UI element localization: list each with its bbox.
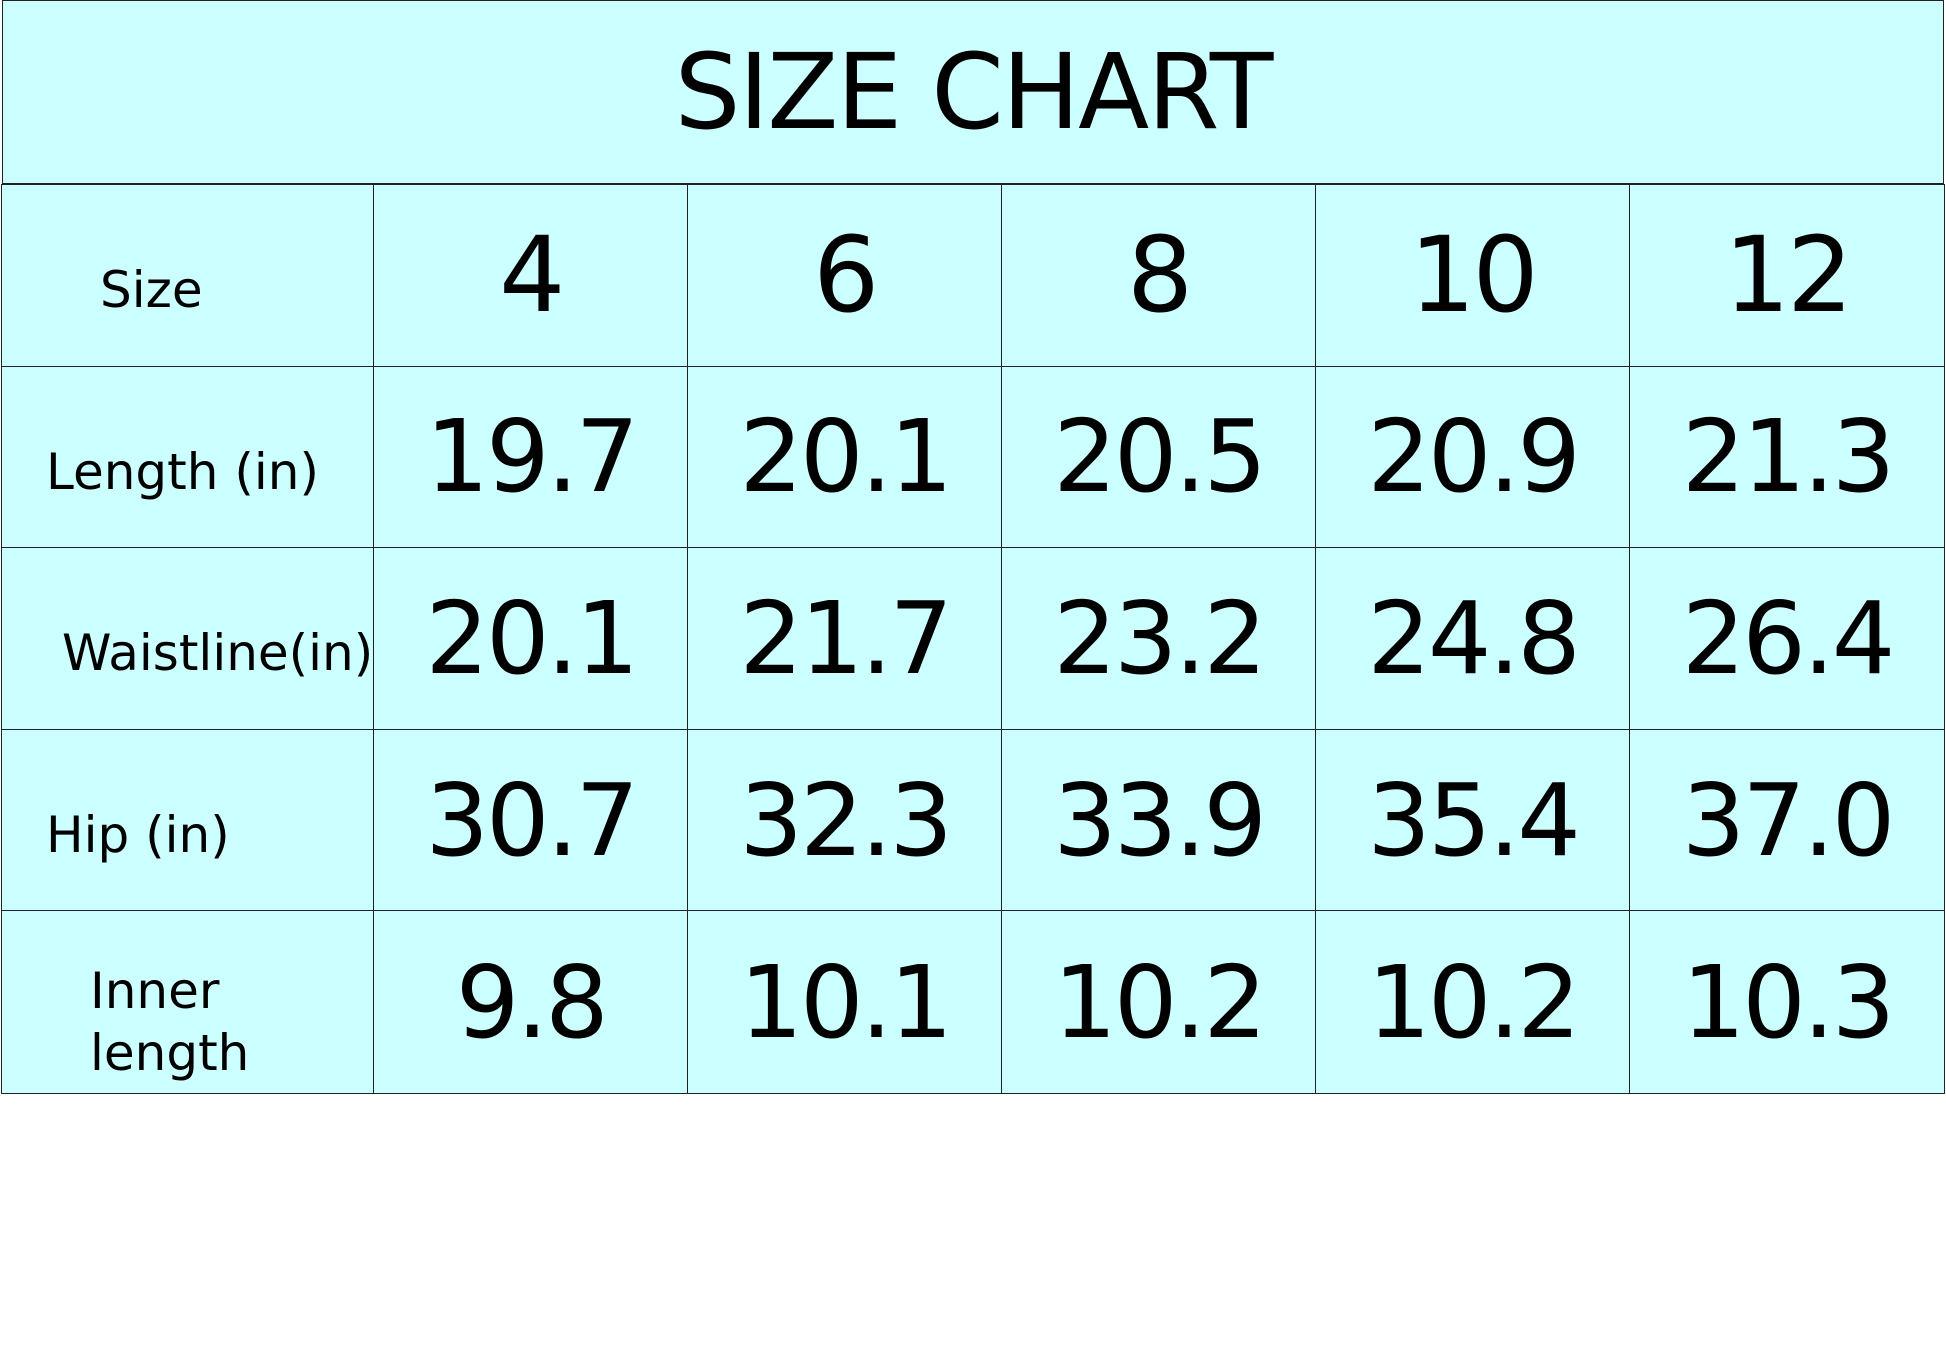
row-label: Length (in) [2,366,375,549]
table-cell-text: 23.2 [1053,579,1267,697]
size-header: 8 [1002,185,1317,367]
table-cell-text: 21.7 [739,579,953,697]
table-cell: 24.8 [1316,548,1631,730]
row-label: Waistline(in) [2,548,375,730]
table-cell-text: 30.7 [425,761,639,879]
table-cell: 19.7 [374,366,689,549]
table-cell: 21.7 [688,548,1003,730]
row-label-text: Hip (in) [46,805,230,864]
size-header: 4 [374,185,689,367]
size-header: 12 [1630,185,1944,367]
table-cell-text: 19.7 [425,398,639,516]
row-label-text: Waistline(in) [62,624,374,683]
table-cell: 23.2 [1002,548,1317,730]
table-cell: 20.1 [374,548,689,730]
table-cell: 10.1 [688,911,1003,1093]
row-label: Hip (in) [2,729,375,912]
table-cell-text: 37.0 [1681,761,1896,879]
table-cell: 10.3 [1630,911,1944,1093]
table-cell: 30.7 [374,729,689,912]
table-cell: 10.2 [1316,911,1631,1093]
table-cell-text: 10.1 [739,943,953,1061]
row-label-text: Length (in) [46,442,319,501]
table-cell: 35.4 [1316,729,1631,912]
table-cell: 33.9 [1002,729,1317,912]
header-label-text: Size [100,261,203,320]
size-chart-table: Size 4 6 8 10 12 Length (in) 19.7 20.1 20.5 20.9 21… [1,184,1945,1094]
size-header-text: 10 [1409,214,1538,337]
size-header: 6 [688,185,1003,367]
size-header: 10 [1316,185,1631,367]
row-label-text: Inner length [90,961,250,1083]
table-cell-text: 24.8 [1367,579,1581,697]
table-cell: 10.2 [1002,911,1317,1093]
table-cell-text: 35.4 [1367,761,1581,879]
table-cell: 32.3 [688,729,1003,912]
table-cell-text: 10.3 [1681,943,1896,1061]
table-cell: 20.1 [688,366,1003,549]
table-cell-text: 26.4 [1681,579,1896,697]
table-cell-text: 10.2 [1053,943,1267,1061]
table-cell-text: 20.1 [739,398,953,516]
header-label: Size [2,185,375,367]
table-cell: 9.8 [374,911,689,1093]
table-cell: 20.5 [1002,366,1317,549]
size-header-text: 6 [813,214,879,337]
size-header-text: 4 [499,214,565,337]
table-cell: 21.3 [1630,367,1944,549]
size-header-text: 12 [1723,214,1853,337]
table-cell-text: 32.3 [739,761,953,879]
size-header-text: 8 [1127,214,1193,337]
table-cell-text: 20.5 [1053,398,1267,516]
table-cell: 26.4 [1630,548,1944,730]
table-cell-text: 21.3 [1681,398,1896,516]
table-cell-text: 20.1 [425,579,639,697]
table-cell-text: 10.2 [1367,943,1581,1061]
table-cell: 20.9 [1316,366,1631,549]
size-chart-title: SIZE CHART [2,0,1944,184]
table-cell-text: 9.8 [455,943,609,1061]
table-cell-text: 33.9 [1053,761,1267,879]
row-label: Inner length [2,911,375,1093]
table-cell: 37.0 [1630,730,1944,912]
table-cell-text: 20.9 [1367,398,1581,516]
